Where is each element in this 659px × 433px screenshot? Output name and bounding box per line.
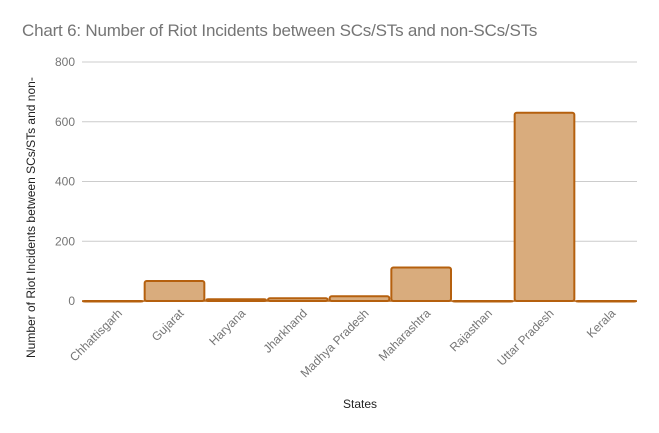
bar-gujarat[interactable]: [143, 279, 206, 303]
x-tick-label: Chhattisgarh: [67, 306, 125, 364]
x-axis-label: States: [343, 397, 377, 411]
bar-uttar-pradesh[interactable]: [513, 111, 576, 302]
y-axis-label: Number of Riot Incidents between SCs/STs…: [24, 77, 38, 358]
y-tick-label: 200: [55, 234, 75, 248]
y-tick-label: 800: [55, 55, 75, 69]
x-tick-label: Uttar Pradesh: [494, 306, 556, 368]
chart-title: Chart 6: Number of Riot Incidents betwee…: [22, 21, 538, 40]
y-tick-label: 600: [55, 115, 75, 129]
y-axis-ticks: 0 200 400 600 800: [55, 55, 75, 308]
x-axis-categories: Chhattisgarh Gujarat Haryana JharkhandMadhy…: [67, 306, 619, 381]
bars: [82, 111, 637, 303]
bar-maharashtra[interactable]: [390, 266, 453, 303]
y-tick-label: 400: [55, 175, 75, 189]
y-tick-label: 0: [68, 294, 75, 308]
x-tick-label: Haryana: [206, 306, 248, 348]
x-tick-label: Gujarat: [149, 306, 187, 344]
x-tick-label: Kerala: [584, 306, 619, 341]
x-tick-label: Jharkhand: [260, 306, 310, 356]
x-tick-label: Rajasthan: [447, 306, 495, 354]
x-tick-label: Maharashtra: [376, 306, 434, 364]
